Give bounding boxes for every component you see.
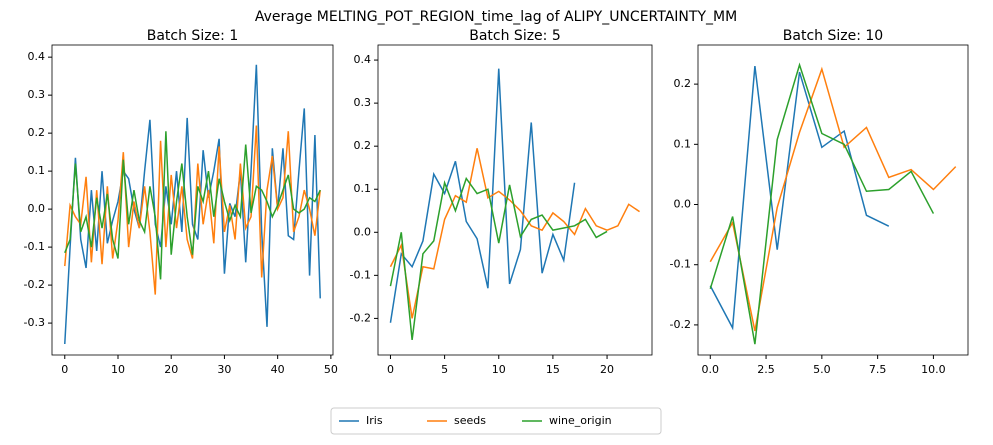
y-tick-label: 0.3 bbox=[28, 88, 46, 101]
y-tick-label: 0.4 bbox=[354, 53, 372, 66]
y-tick-label: 0.1 bbox=[354, 182, 372, 195]
x-tick-label: 0 bbox=[387, 363, 394, 376]
axes-frame bbox=[697, 44, 969, 356]
series-line bbox=[709, 66, 957, 332]
series-line bbox=[389, 68, 576, 323]
x-tick-label: 5.0 bbox=[813, 363, 831, 376]
y-tick-label: 0.2 bbox=[674, 77, 692, 90]
y-tick-label: -0.2 bbox=[350, 311, 371, 324]
figure-title: Average MELTING_POT_REGION_time_lag of A… bbox=[255, 9, 737, 25]
x-tick-label: 2.5 bbox=[757, 363, 775, 376]
y-tick-label: -0.1 bbox=[350, 268, 371, 281]
axes-frame bbox=[377, 44, 653, 356]
series-line bbox=[64, 64, 321, 345]
legend-label: seeds bbox=[454, 414, 486, 427]
x-tick-label: 50 bbox=[324, 363, 338, 376]
subplot-title: Batch Size: 10 bbox=[783, 28, 883, 44]
y-tick-label: 0.4 bbox=[28, 50, 46, 63]
y-tick-label: -0.1 bbox=[24, 240, 45, 253]
x-tick-label: 0.0 bbox=[702, 363, 720, 376]
x-tick-label: 10 bbox=[492, 363, 506, 376]
x-tick-label: 10.0 bbox=[921, 363, 946, 376]
subplot-title: Batch Size: 5 bbox=[469, 28, 561, 44]
legend-label: wine_origin bbox=[549, 414, 612, 427]
y-tick-label: 0.1 bbox=[674, 137, 692, 150]
axes-frame bbox=[51, 44, 334, 356]
y-tick-label: -0.2 bbox=[670, 318, 691, 331]
series-line bbox=[64, 131, 321, 280]
x-tick-label: 10 bbox=[111, 363, 125, 376]
x-tick-label: 0 bbox=[61, 363, 68, 376]
y-tick-label: 0.3 bbox=[354, 96, 372, 109]
y-tick-label: -0.2 bbox=[24, 278, 45, 291]
subplot-title: Batch Size: 1 bbox=[147, 28, 239, 44]
legend-frame bbox=[330, 407, 662, 435]
series-line bbox=[389, 176, 608, 341]
y-tick-label: 0.2 bbox=[354, 139, 372, 152]
series-line bbox=[709, 65, 890, 331]
legend: Iris seeds wine_origin bbox=[330, 407, 662, 435]
x-tick-label: 30 bbox=[217, 363, 231, 376]
y-tick-label: 0.0 bbox=[28, 202, 46, 215]
y-tick-label: 0.0 bbox=[674, 198, 692, 211]
y-tick-label: -0.1 bbox=[670, 258, 691, 271]
y-tick-label: 0.2 bbox=[28, 126, 46, 139]
x-tick-label: 20 bbox=[164, 363, 178, 376]
series-line bbox=[64, 125, 321, 295]
x-tick-label: 15 bbox=[546, 363, 560, 376]
x-tick-label: 5 bbox=[441, 363, 448, 376]
legend-label: Iris bbox=[366, 414, 383, 427]
y-tick-label: 0.0 bbox=[354, 225, 372, 238]
x-tick-label: 7.5 bbox=[869, 363, 887, 376]
x-tick-label: 20 bbox=[600, 363, 614, 376]
y-tick-label: 0.1 bbox=[28, 164, 46, 177]
x-tick-label: 40 bbox=[271, 363, 285, 376]
y-tick-label: -0.3 bbox=[24, 316, 45, 329]
series-line bbox=[709, 62, 935, 345]
series-line bbox=[389, 148, 640, 319]
